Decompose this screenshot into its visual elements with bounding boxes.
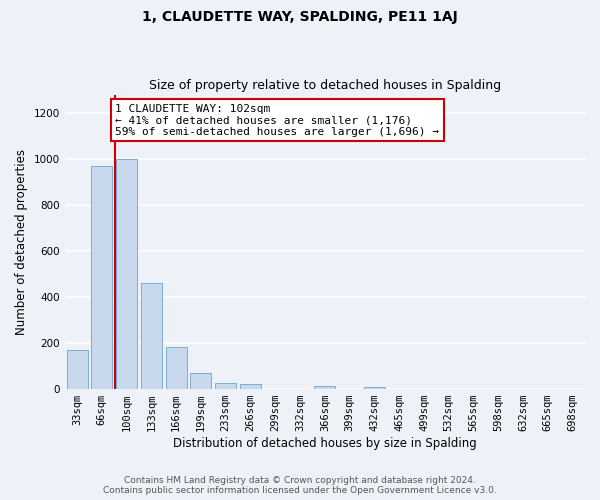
Text: Contains HM Land Registry data © Crown copyright and database right 2024.
Contai: Contains HM Land Registry data © Crown c… <box>103 476 497 495</box>
Bar <box>166 346 187 389</box>
Bar <box>67 350 88 389</box>
Bar <box>116 159 137 389</box>
Bar <box>91 166 112 389</box>
Y-axis label: Number of detached properties: Number of detached properties <box>15 149 28 335</box>
Bar <box>314 386 335 389</box>
Bar <box>215 384 236 389</box>
Text: 1, CLAUDETTE WAY, SPALDING, PE11 1AJ: 1, CLAUDETTE WAY, SPALDING, PE11 1AJ <box>142 10 458 24</box>
Bar <box>190 373 211 389</box>
Bar <box>141 283 162 389</box>
Bar <box>240 384 261 389</box>
Text: 1 CLAUDETTE WAY: 102sqm
← 41% of detached houses are smaller (1,176)
59% of semi: 1 CLAUDETTE WAY: 102sqm ← 41% of detache… <box>115 104 439 137</box>
Bar <box>364 387 385 389</box>
X-axis label: Distribution of detached houses by size in Spalding: Distribution of detached houses by size … <box>173 437 477 450</box>
Title: Size of property relative to detached houses in Spalding: Size of property relative to detached ho… <box>149 79 501 92</box>
